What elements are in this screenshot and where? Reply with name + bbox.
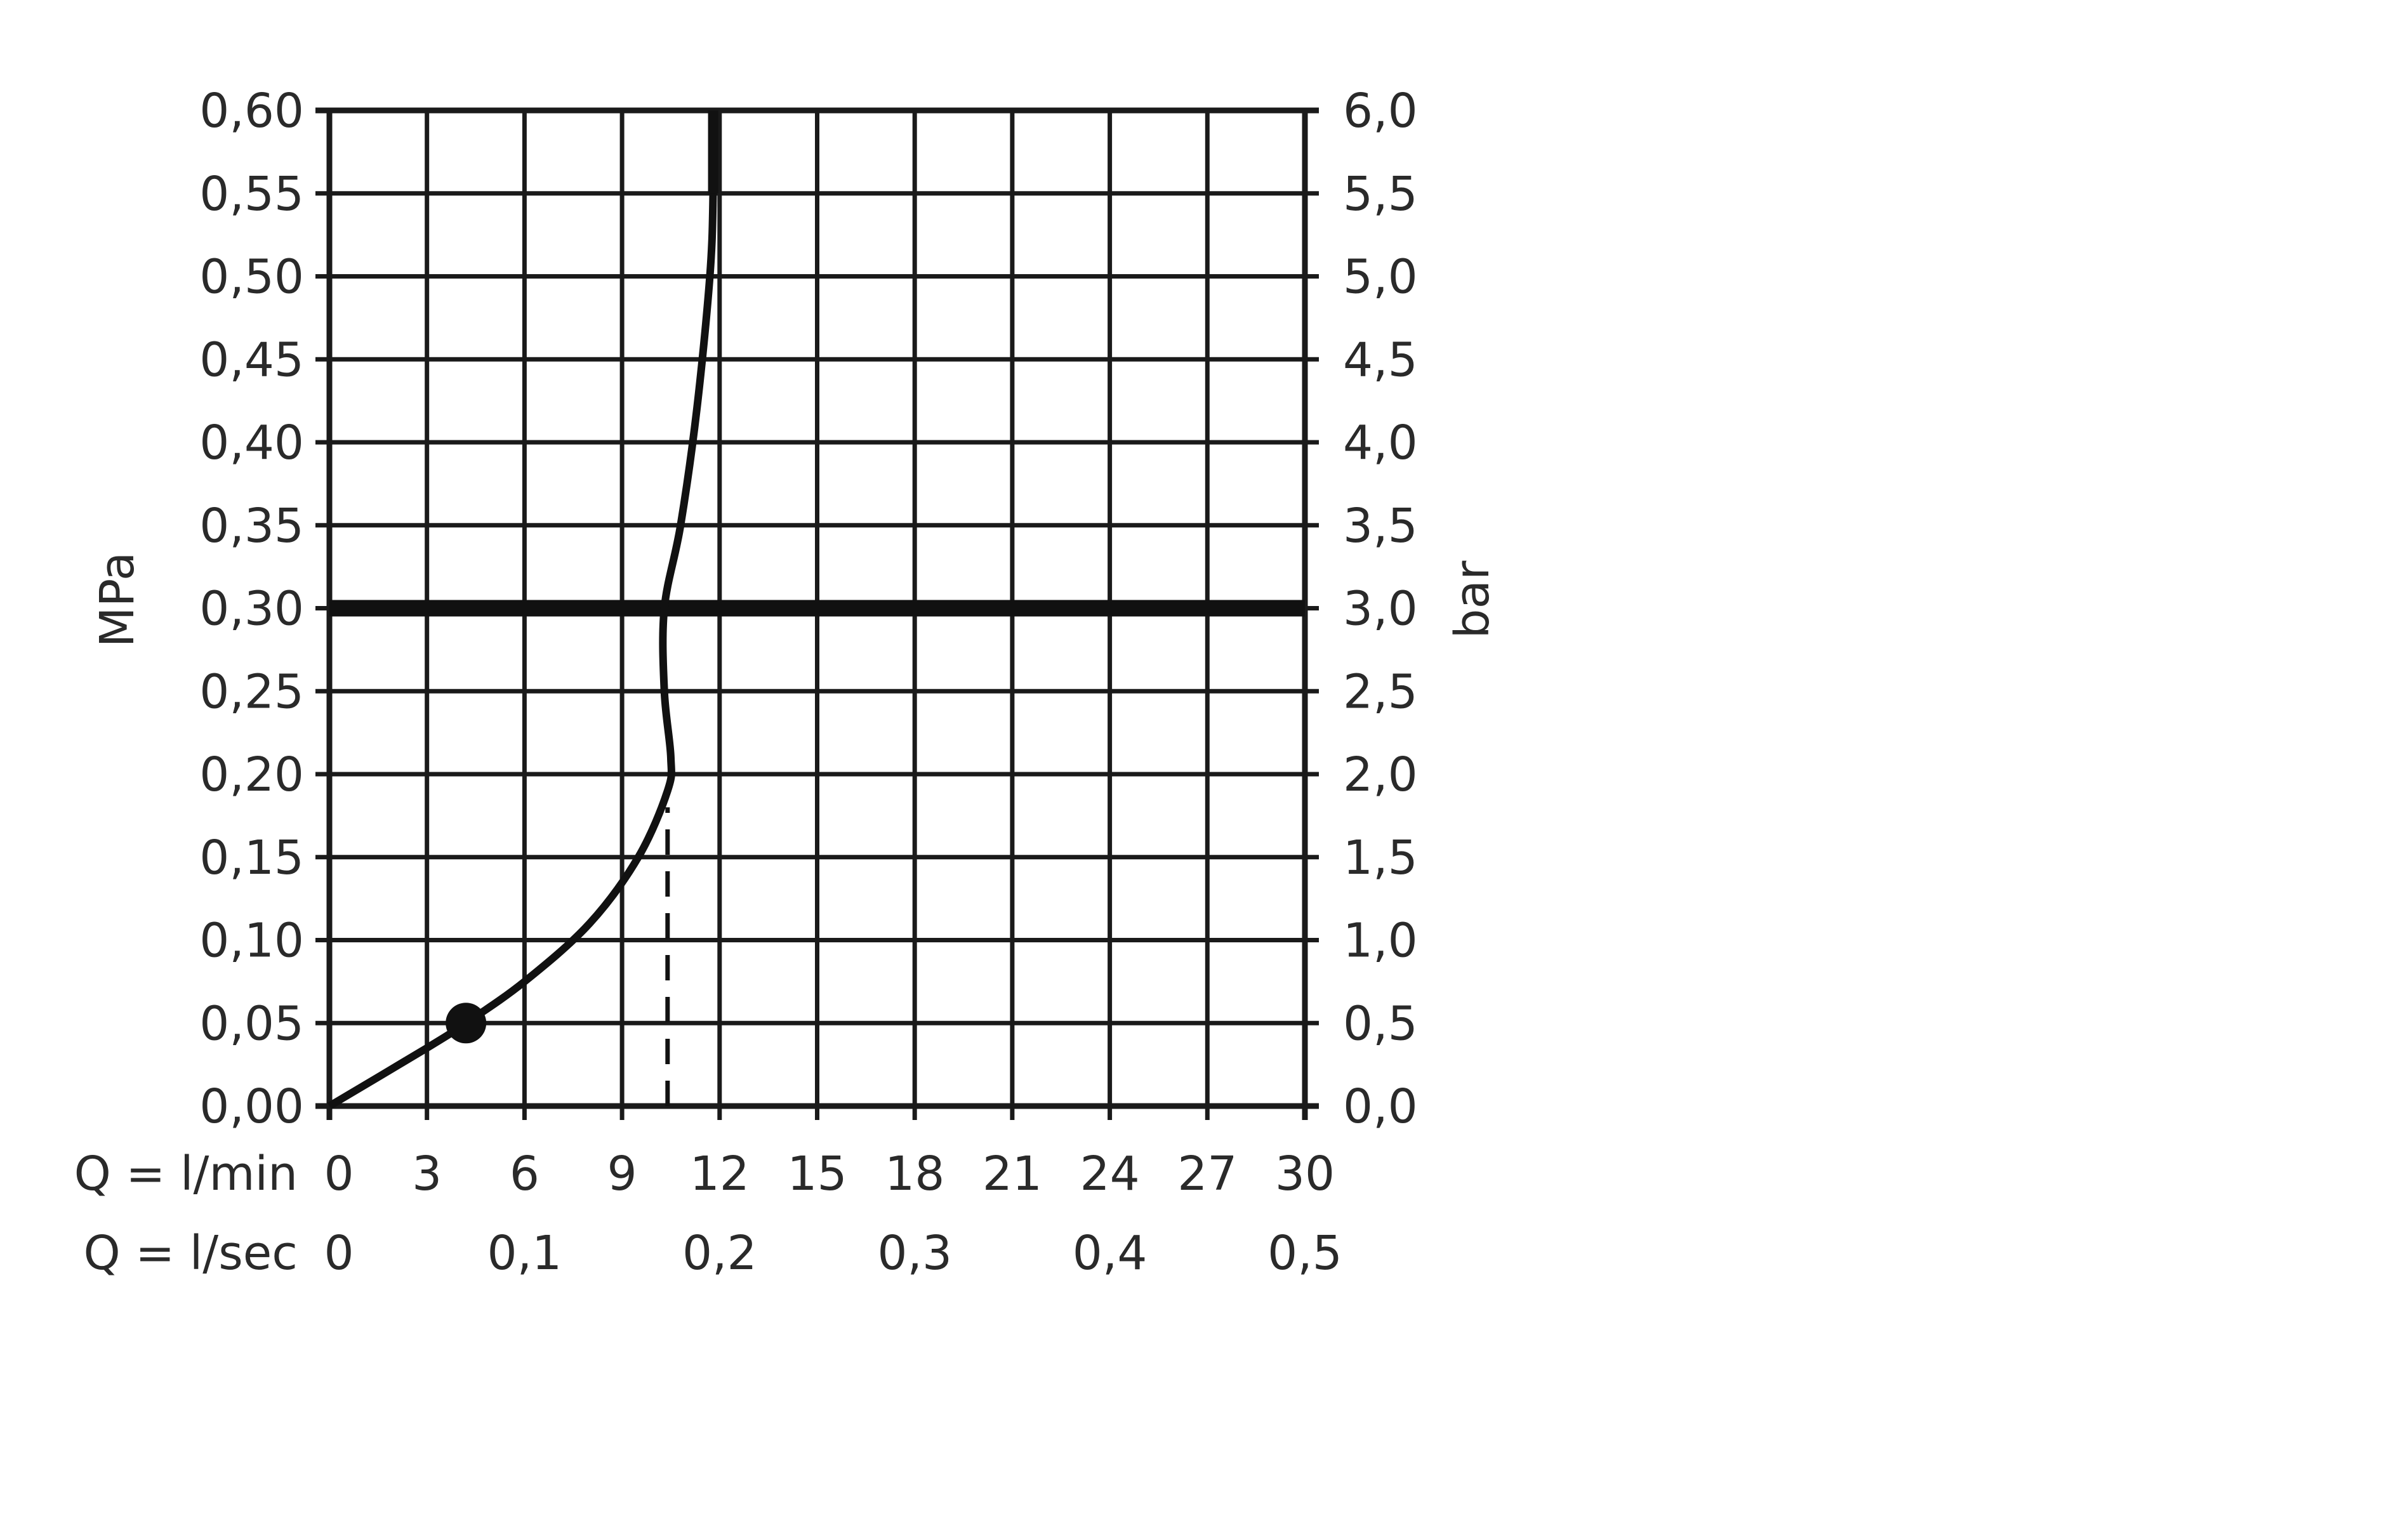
y-axis-label-right: bar — [1445, 560, 1500, 638]
x-tick-label: 30 — [1275, 1147, 1335, 1201]
y-tick-label-right: 1,5 — [1343, 831, 1418, 885]
x-tick-label: 9 — [607, 1147, 637, 1201]
y-tick-label-right: 2,5 — [1343, 664, 1418, 719]
x-tick-label: 15 — [787, 1147, 847, 1201]
y-tick-label-left: 0,55 — [199, 167, 304, 221]
x-tick-label: 0 — [324, 1147, 354, 1201]
labels: 0,00 0,00,05 0,50,10 1,00,15 1,50,20 2,00,25 2… — [74, 84, 1418, 1281]
y-tick-label-right: 3,5 — [1343, 499, 1418, 553]
marker-point — [446, 1003, 487, 1044]
x-tick-label: 0,4 — [1073, 1226, 1148, 1281]
y-tick-label-right: 6,0 — [1343, 84, 1418, 138]
x-tick-label: 18 — [885, 1147, 944, 1201]
y-tick-label-left: 0,20 — [199, 748, 304, 802]
x-tick-label: 21 — [982, 1147, 1042, 1201]
y-tick-label-left: 0,05 — [199, 996, 304, 1051]
x-tick-label: 0,3 — [877, 1226, 952, 1281]
y-tick-label-right: 4,0 — [1343, 416, 1418, 470]
y-tick-label-right: 0,0 — [1343, 1079, 1418, 1134]
y-tick-label-right: 0,5 — [1343, 996, 1418, 1051]
x-axis-label: Q = l/sec — [83, 1226, 298, 1281]
y-tick-label-left: 0,40 — [199, 416, 304, 470]
y-tick-label-right: 3,0 — [1343, 582, 1418, 636]
y-tick-label-left: 0,30 — [199, 582, 304, 636]
y-tick-label-right: 4,5 — [1343, 333, 1418, 387]
y-tick-label-right: 2,0 — [1343, 748, 1418, 802]
x-tick-label: 0,1 — [487, 1226, 562, 1281]
x-tick-label: 24 — [1080, 1147, 1140, 1201]
x-tick-label: 0,2 — [682, 1226, 757, 1281]
x-tick-label: 27 — [1177, 1147, 1237, 1201]
y-tick-label-right: 1,0 — [1343, 914, 1418, 968]
flow-curve — [327, 110, 717, 1110]
y-axis-label-left: MPa — [90, 552, 145, 648]
x-tick-label: 0,5 — [1267, 1226, 1342, 1281]
x-tick-label: 6 — [510, 1147, 539, 1201]
y-tick-label-left: 0,10 — [199, 914, 304, 968]
y-tick-label-left: 0,25 — [199, 664, 304, 719]
y-tick-label-left: 0,00 — [199, 1079, 304, 1134]
x-tick-label: 12 — [690, 1147, 750, 1201]
x-tick-label: 0 — [324, 1226, 354, 1281]
y-tick-label-left: 0,15 — [199, 831, 304, 885]
y-tick-label-right: 5,0 — [1343, 250, 1418, 305]
y-tick-label-left: 0,45 — [199, 333, 304, 387]
marks — [327, 110, 1305, 1110]
y-tick-label-left: 0,50 — [199, 250, 304, 305]
y-tick-label-right: 5,5 — [1343, 167, 1418, 221]
x-axis-label: Q = l/min — [74, 1147, 298, 1201]
x-tick-label: 3 — [412, 1147, 442, 1201]
y-tick-label-left: 0,60 — [199, 84, 304, 138]
y-tick-label-left: 0,35 — [199, 499, 304, 553]
